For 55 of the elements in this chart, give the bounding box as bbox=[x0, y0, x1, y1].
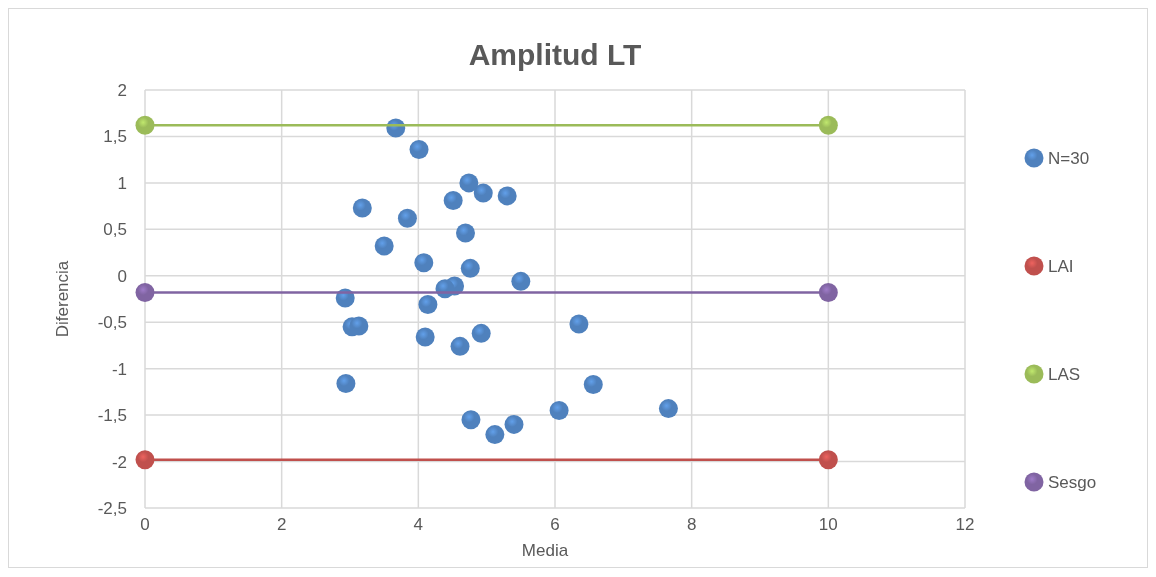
y-tick-label: 1,5 bbox=[103, 127, 127, 147]
point bbox=[374, 236, 394, 256]
chart-title: Amplitud LT bbox=[468, 38, 642, 71]
point bbox=[485, 425, 505, 445]
point bbox=[569, 314, 589, 334]
y-tick-label: -1,5 bbox=[97, 406, 127, 426]
point bbox=[397, 208, 417, 228]
point bbox=[414, 253, 434, 273]
point bbox=[459, 173, 479, 193]
point bbox=[409, 139, 429, 159]
point bbox=[415, 327, 435, 347]
legend-label: N=30 bbox=[1048, 149, 1090, 168]
x-tick-label: 6 bbox=[550, 515, 560, 534]
y-tick-label: 0,5 bbox=[103, 220, 127, 240]
point bbox=[460, 258, 480, 278]
point bbox=[497, 186, 517, 206]
x-tick-label: 2 bbox=[276, 515, 287, 534]
point bbox=[473, 183, 493, 203]
y-tick-label: -2 bbox=[111, 452, 127, 472]
point bbox=[818, 283, 838, 302]
point bbox=[818, 115, 838, 135]
point bbox=[583, 374, 603, 394]
point bbox=[511, 271, 531, 291]
point bbox=[135, 283, 155, 302]
y-tick-label: 2 bbox=[117, 81, 127, 100]
y-tick-label: -0,5 bbox=[97, 313, 127, 333]
point bbox=[818, 450, 838, 470]
legend-label: LAI bbox=[1048, 257, 1074, 276]
y-tick-label: 0 bbox=[117, 266, 127, 286]
legend-label: Sesgo bbox=[1048, 473, 1097, 492]
x-tick-label: 8 bbox=[686, 515, 697, 534]
x-tick-label: 4 bbox=[413, 515, 424, 534]
point bbox=[455, 223, 475, 243]
point bbox=[135, 450, 155, 470]
y-tick-label: -2,5 bbox=[97, 499, 127, 518]
point bbox=[336, 374, 356, 394]
point bbox=[461, 410, 481, 430]
point bbox=[504, 414, 524, 434]
y-tick-label: -1 bbox=[111, 359, 127, 379]
point bbox=[450, 336, 470, 356]
point bbox=[418, 295, 438, 315]
point bbox=[349, 316, 369, 336]
point bbox=[658, 399, 678, 419]
x-tick-label: 10 bbox=[818, 515, 838, 534]
point bbox=[549, 400, 569, 420]
point bbox=[471, 323, 491, 343]
y-axis-title: Diferencia bbox=[53, 260, 72, 338]
point bbox=[443, 191, 463, 211]
y-tick-label: 1 bbox=[117, 173, 127, 193]
x-axis-title: Media bbox=[521, 541, 569, 560]
x-tick-label: 0 bbox=[140, 515, 150, 534]
point bbox=[352, 198, 372, 218]
point bbox=[135, 115, 155, 135]
x-tick-label: 12 bbox=[955, 515, 975, 534]
legend-label: LAS bbox=[1048, 365, 1081, 384]
